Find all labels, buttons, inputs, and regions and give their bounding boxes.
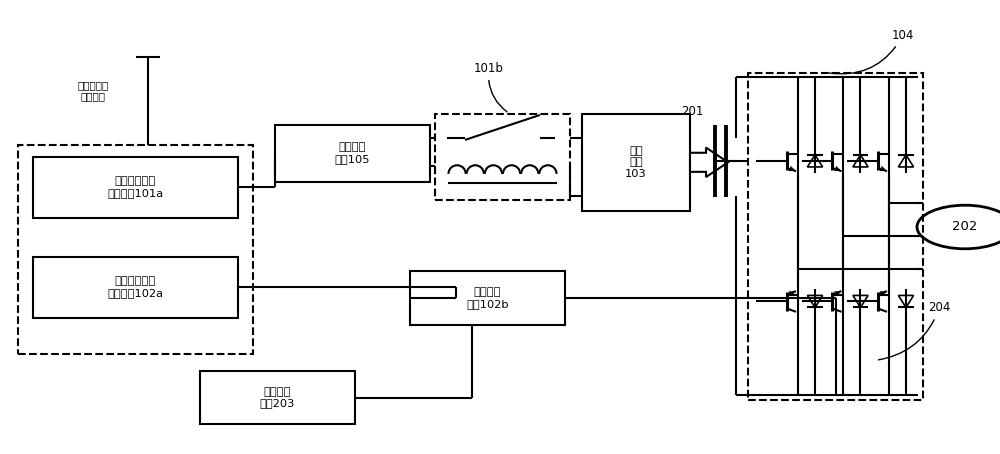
FancyBboxPatch shape <box>200 371 355 424</box>
Text: 电源控制信号
生成电路101a: 电源控制信号 生成电路101a <box>107 177 164 198</box>
Text: 驱动
电路
103: 驱动 电路 103 <box>625 146 647 179</box>
FancyBboxPatch shape <box>33 157 238 218</box>
FancyArrow shape <box>690 148 728 177</box>
FancyBboxPatch shape <box>33 257 238 318</box>
FancyBboxPatch shape <box>18 145 253 354</box>
Text: 101b: 101b <box>474 62 507 112</box>
Text: 电驱动系统
状态信号: 电驱动系统 状态信号 <box>77 80 109 102</box>
FancyBboxPatch shape <box>748 73 923 400</box>
FancyBboxPatch shape <box>275 125 430 182</box>
Text: 短路控制信号
生成电路102a: 短路控制信号 生成电路102a <box>108 276 164 298</box>
Text: 202: 202 <box>952 221 978 233</box>
Text: 第一驱动
电源105: 第一驱动 电源105 <box>335 143 370 164</box>
Text: 201: 201 <box>681 105 703 118</box>
FancyBboxPatch shape <box>582 114 690 211</box>
Text: 204: 204 <box>878 301 950 360</box>
FancyBboxPatch shape <box>435 114 570 200</box>
FancyBboxPatch shape <box>410 271 565 325</box>
Text: 104: 104 <box>830 29 914 74</box>
Text: 第二驱动
电源203: 第二驱动 电源203 <box>260 387 295 409</box>
Text: 短路驱动
电路102b: 短路驱动 电路102b <box>466 287 509 309</box>
